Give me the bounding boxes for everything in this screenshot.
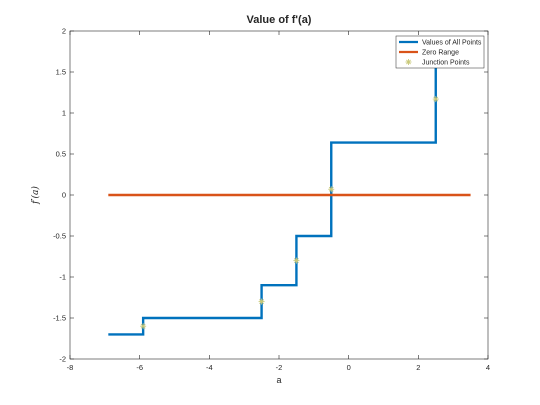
x-tick-label: 4 [486, 363, 490, 372]
axes: -8 -6 -4 -2 0 2 4 -2 -1.5 -1 -0.5 0 0.5 1 1.5 2 [53, 27, 490, 373]
y-tick-label: -1 [59, 273, 66, 282]
legend: Values of All Points Zero Range Junction P… [395, 35, 485, 69]
y-tick-label: 2 [62, 27, 66, 36]
legend-entry: Zero Range [399, 50, 459, 57]
legend-label: Junction Points [422, 60, 470, 67]
y-tick-label: 1.5 [56, 68, 66, 77]
y-tick-label: -2 [59, 355, 66, 364]
x-tick-label: 0 [347, 363, 351, 372]
x-tick-label: -2 [276, 363, 283, 372]
y-tick-label: -1.5 [53, 314, 66, 323]
legend-entry: Junction Points [405, 59, 470, 67]
legend-marker [405, 59, 412, 65]
x-tick-label: -4 [206, 363, 213, 372]
junction-point [140, 323, 147, 330]
legend-label: Values of All Points [422, 40, 482, 47]
junction-point [258, 298, 265, 305]
legend-entry: Values of All Points [399, 40, 482, 47]
junction-point [293, 257, 300, 264]
x-tick-label: -6 [136, 363, 143, 372]
junction-point [432, 96, 439, 103]
legend-label: Zero Range [422, 50, 459, 57]
plot-area [108, 63, 471, 336]
y-tick-label: -0.5 [53, 232, 66, 241]
chart-title: Value of f'(a) [247, 14, 312, 26]
y-tick-label: 1 [62, 109, 66, 118]
y-tick-label: 0.5 [56, 150, 66, 159]
x-tick-label: 2 [416, 363, 420, 372]
x-axis-label: a [276, 375, 281, 385]
y-axis-label: f′(a) [30, 186, 41, 205]
x-tick-label: -8 [67, 363, 74, 372]
y-tick-label: 0 [62, 191, 66, 200]
junction-point [328, 186, 335, 193]
